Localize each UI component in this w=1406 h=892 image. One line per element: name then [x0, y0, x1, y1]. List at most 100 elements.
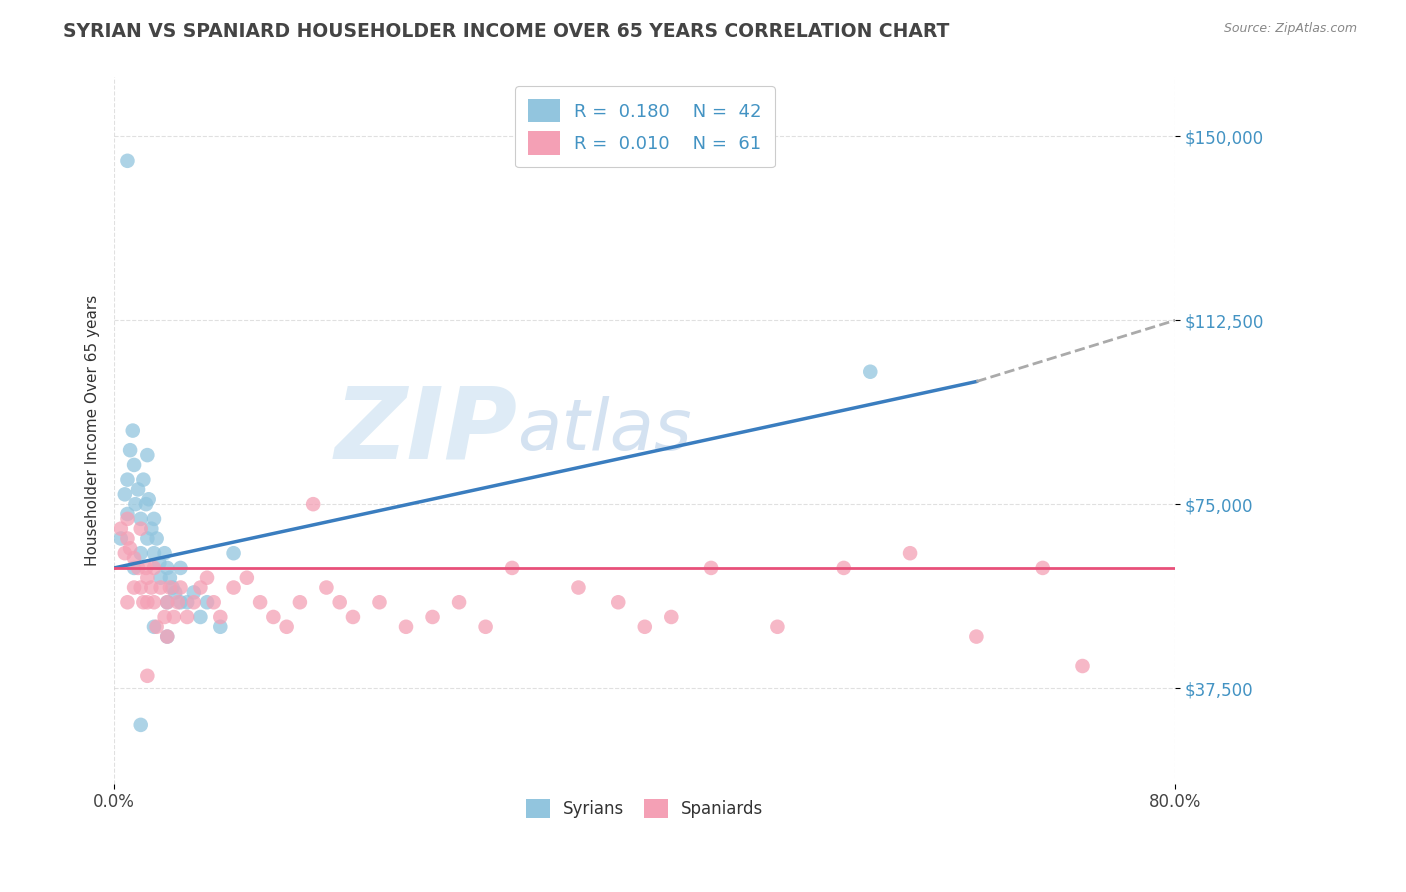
Point [329, 595, 352, 609]
Point [129, 581, 152, 595]
Point [163, 610, 186, 624]
Point [222, 581, 245, 595]
Point [149, 571, 172, 585]
Point [117, 532, 139, 546]
Point [195, 595, 218, 609]
Point [1071, 659, 1094, 673]
Point [143, 546, 166, 560]
Point [832, 561, 855, 575]
Point [422, 610, 444, 624]
Point [766, 620, 789, 634]
Point [136, 448, 159, 462]
Point [136, 571, 159, 585]
Point [567, 581, 589, 595]
Point [122, 581, 145, 595]
Point [276, 620, 298, 634]
Point [315, 581, 337, 595]
Point [135, 561, 157, 575]
Point [145, 532, 167, 546]
Point [1032, 561, 1054, 575]
Point [169, 595, 191, 609]
Point [127, 483, 149, 497]
Point [501, 561, 523, 575]
Point [121, 424, 143, 438]
Point [965, 630, 987, 644]
Point [148, 556, 170, 570]
Point [190, 610, 212, 624]
Point [122, 561, 145, 575]
Point [117, 473, 139, 487]
Point [342, 610, 364, 624]
Point [156, 630, 179, 644]
Point [117, 153, 139, 168]
Point [262, 610, 284, 624]
Point [129, 522, 152, 536]
Point [169, 561, 191, 575]
Point [183, 585, 205, 599]
Point [162, 581, 184, 595]
Point [132, 595, 155, 609]
Point [120, 541, 142, 556]
Point [129, 512, 152, 526]
Point [156, 630, 179, 644]
Point [634, 620, 657, 634]
Point [195, 571, 218, 585]
Point [132, 473, 155, 487]
Point [143, 512, 166, 526]
Point [222, 546, 245, 560]
Point [288, 595, 311, 609]
Point [122, 458, 145, 472]
Point [449, 595, 471, 609]
Point [368, 595, 391, 609]
Point [165, 585, 187, 599]
Point [659, 610, 682, 624]
Point [120, 443, 142, 458]
Point [136, 532, 159, 546]
Text: Source: ZipAtlas.com: Source: ZipAtlas.com [1223, 22, 1357, 36]
Point [302, 497, 325, 511]
Point [141, 522, 163, 536]
Text: atlas: atlas [517, 396, 692, 465]
Point [127, 561, 149, 575]
Point [156, 595, 179, 609]
Y-axis label: Householder Income Over 65 years: Householder Income Over 65 years [86, 295, 100, 566]
Point [156, 595, 179, 609]
Point [169, 581, 191, 595]
Point [202, 595, 225, 609]
Point [135, 497, 157, 511]
Point [859, 365, 882, 379]
Point [122, 551, 145, 566]
Point [143, 595, 166, 609]
Point [149, 581, 172, 595]
Point [117, 507, 139, 521]
Point [124, 497, 146, 511]
Text: SYRIAN VS SPANIARD HOUSEHOLDER INCOME OVER 65 YEARS CORRELATION CHART: SYRIAN VS SPANIARD HOUSEHOLDER INCOME OV… [63, 22, 949, 41]
Point [249, 595, 271, 609]
Point [700, 561, 723, 575]
Point [138, 492, 160, 507]
Point [110, 522, 132, 536]
Point [167, 595, 190, 609]
Point [176, 595, 198, 609]
Point [145, 620, 167, 634]
Point [117, 595, 139, 609]
Point [159, 581, 181, 595]
Point [143, 561, 166, 575]
Point [176, 610, 198, 624]
Point [236, 571, 259, 585]
Point [129, 546, 152, 560]
Point [898, 546, 921, 560]
Point [153, 610, 176, 624]
Legend: Syrians, Spaniards: Syrians, Spaniards [520, 792, 770, 825]
Point [117, 512, 139, 526]
Point [136, 595, 159, 609]
Point [110, 532, 132, 546]
Point [607, 595, 630, 609]
Point [209, 620, 232, 634]
Text: ZIP: ZIP [335, 382, 517, 479]
Point [136, 669, 159, 683]
Point [159, 571, 181, 585]
Point [474, 620, 496, 634]
Point [183, 595, 205, 609]
Point [156, 561, 179, 575]
